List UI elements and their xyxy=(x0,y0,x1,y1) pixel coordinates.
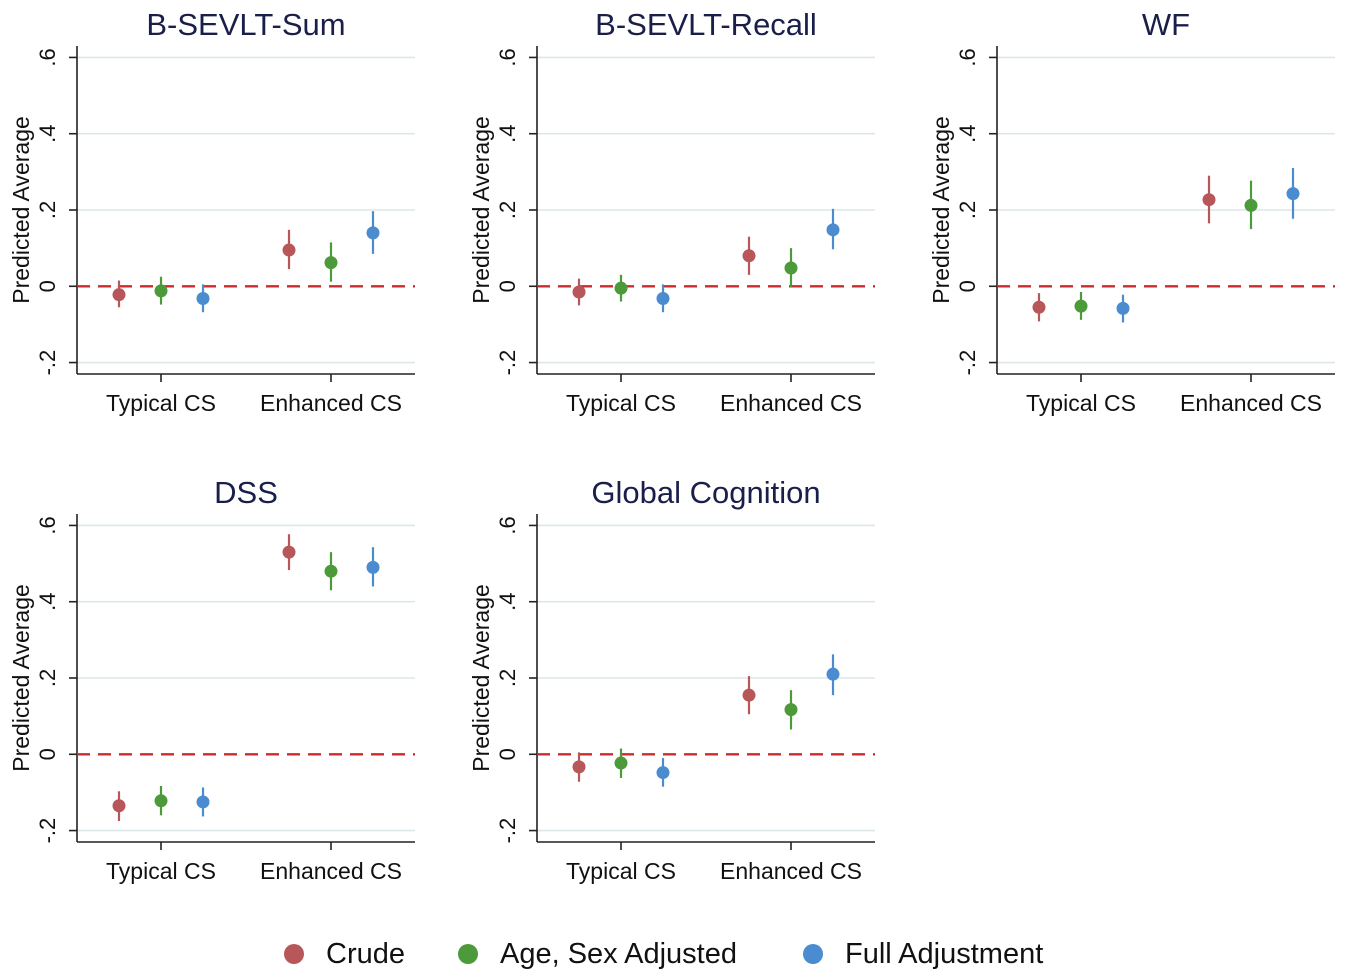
figure: -.2 0 .2 .4 .6 Predicted Average Typical CS Enh… xyxy=(8,7,1335,884)
point-full-adjustment xyxy=(196,795,210,809)
point-full-adjustment xyxy=(1286,187,1300,201)
y-tick-label: .6 xyxy=(35,516,60,534)
point-age-sex-adjusted xyxy=(324,256,338,270)
y-tick-label: .6 xyxy=(955,48,980,66)
panel-title: B-SEVLT-Recall xyxy=(595,7,817,42)
y-tick-label: -.2 xyxy=(955,350,980,376)
legend-label-full-adjustment: Full Adjustment xyxy=(845,937,1044,970)
x-tick-label-typical-cs: Typical CS xyxy=(106,390,216,416)
legend-item-age-sex-adjusted: Age, Sex Adjusted xyxy=(458,934,737,974)
point-full-adjustment xyxy=(366,560,380,574)
point-full-adjustment xyxy=(656,291,670,305)
y-tick-label: -.2 xyxy=(495,350,520,376)
x-tick-label-typical-cs: Typical CS xyxy=(566,390,676,416)
panel-title: B-SEVLT-Sum xyxy=(146,7,345,42)
point-age-sex-adjusted xyxy=(614,281,628,295)
point-crude xyxy=(282,243,296,257)
point-full-adjustment xyxy=(826,667,840,681)
legend-label-crude: Crude xyxy=(326,937,405,970)
x-tick-label-typical-cs: Typical CS xyxy=(566,858,676,884)
legend-marker-age-sex-adjusted xyxy=(458,944,478,964)
panel-title: Global Cognition xyxy=(591,475,820,510)
y-tick-label: .2 xyxy=(495,201,520,219)
y-tick-label: -.2 xyxy=(35,818,60,844)
y-axis-title: Predicted Average xyxy=(468,584,494,772)
y-tick-label: .6 xyxy=(495,516,520,534)
x-tick-label-enhanced-cs: Enhanced CS xyxy=(1180,390,1322,416)
y-tick-label: .4 xyxy=(495,125,520,143)
point-crude xyxy=(112,288,126,302)
panel-b-sevlt-recall: -.2 0 .2 .4 .6 Predicted Average Typical CS Enh… xyxy=(468,7,875,416)
point-full-adjustment xyxy=(826,223,840,237)
point-crude xyxy=(572,285,586,299)
point-full-adjustment xyxy=(196,291,210,305)
point-age-sex-adjusted xyxy=(784,261,798,275)
x-tick-label-enhanced-cs: Enhanced CS xyxy=(720,390,862,416)
y-tick-label: 0 xyxy=(35,748,60,760)
point-age-sex-adjusted xyxy=(614,756,628,770)
legend-label-age-sex-adjusted: Age, Sex Adjusted xyxy=(500,937,737,970)
point-age-sex-adjusted xyxy=(154,284,168,298)
legend-item-full-adjustment: Full Adjustment xyxy=(803,934,1043,974)
y-tick-label: 0 xyxy=(955,280,980,292)
point-age-sex-adjusted xyxy=(784,703,798,717)
point-crude xyxy=(742,688,756,702)
legend: Crude Age, Sex Adjusted Full Adjustment xyxy=(0,934,1345,974)
x-tick-label-typical-cs: Typical CS xyxy=(1026,390,1136,416)
panel-title: WF xyxy=(1142,7,1190,42)
y-tick-label: .4 xyxy=(955,125,980,143)
y-tick-label: -.2 xyxy=(35,350,60,376)
point-full-adjustment xyxy=(366,226,380,240)
y-tick-label: 0 xyxy=(495,280,520,292)
y-tick-label: .2 xyxy=(35,669,60,687)
x-tick-label-enhanced-cs: Enhanced CS xyxy=(260,858,402,884)
point-crude xyxy=(572,760,586,774)
y-axis-title: Predicted Average xyxy=(8,584,34,772)
x-tick-label-typical-cs: Typical CS xyxy=(106,858,216,884)
y-tick-label: 0 xyxy=(35,280,60,292)
point-age-sex-adjusted xyxy=(1074,299,1088,313)
legend-marker-full-adjustment xyxy=(803,944,823,964)
y-axis-title: Predicted Average xyxy=(468,116,494,304)
y-tick-label: .2 xyxy=(35,201,60,219)
y-tick-label: .6 xyxy=(495,48,520,66)
y-tick-label: .4 xyxy=(35,125,60,143)
point-age-sex-adjusted xyxy=(154,794,168,808)
point-age-sex-adjusted xyxy=(1244,198,1258,212)
panel-dss: -.2 0 .2 .4 .6 Predicted Average Typical CS Enh… xyxy=(8,475,415,884)
y-axis-title: Predicted Average xyxy=(8,116,34,304)
y-tick-label: -.2 xyxy=(495,818,520,844)
y-tick-label: .6 xyxy=(35,48,60,66)
point-full-adjustment xyxy=(656,766,670,780)
x-tick-label-enhanced-cs: Enhanced CS xyxy=(720,858,862,884)
panel-b-sevlt-sum: -.2 0 .2 .4 .6 Predicted Average Typical CS Enh… xyxy=(8,7,415,416)
point-crude xyxy=(1032,300,1046,314)
legend-marker-crude xyxy=(284,944,304,964)
y-tick-label: 0 xyxy=(495,748,520,760)
panel-wf: -.2 0 .2 .4 .6 Predicted Average Typical CS Enh… xyxy=(928,7,1335,416)
point-crude xyxy=(282,545,296,559)
y-tick-label: .2 xyxy=(955,201,980,219)
point-age-sex-adjusted xyxy=(324,564,338,578)
y-axis-title: Predicted Average xyxy=(928,116,954,304)
panel-title: DSS xyxy=(214,475,278,510)
x-tick-label-enhanced-cs: Enhanced CS xyxy=(260,390,402,416)
point-crude xyxy=(1202,193,1216,207)
point-crude xyxy=(742,249,756,263)
point-crude xyxy=(112,799,126,813)
y-tick-label: .4 xyxy=(495,593,520,611)
point-full-adjustment xyxy=(1116,301,1130,315)
legend-item-crude: Crude xyxy=(284,934,405,974)
panel-global-cognition: -.2 0 .2 .4 .6 Predicted Average Typical CS Enh… xyxy=(468,475,875,884)
y-tick-label: .2 xyxy=(495,669,520,687)
y-tick-label: .4 xyxy=(35,593,60,611)
